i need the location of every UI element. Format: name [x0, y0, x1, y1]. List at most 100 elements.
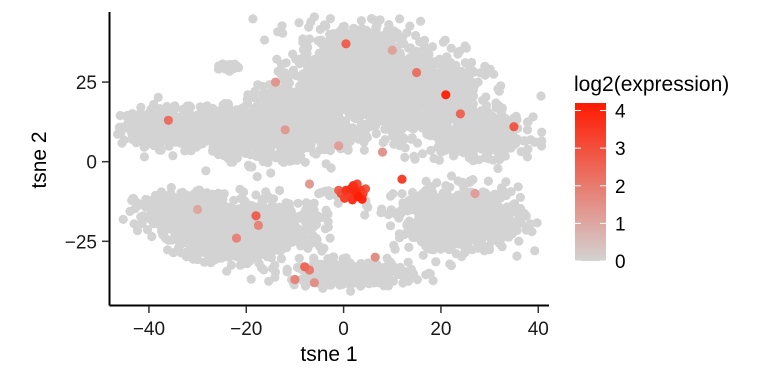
- cell-point: [236, 131, 246, 142]
- cell-point: [247, 230, 257, 240]
- cell-point: [171, 128, 181, 138]
- cell-point: [425, 131, 436, 141]
- cell-point: [445, 76, 455, 86]
- cell-point: [297, 210, 307, 220]
- cell-point: [114, 122, 124, 132]
- cell-point: [277, 59, 287, 70]
- cell-point: [530, 246, 540, 256]
- cell-point: [248, 14, 258, 24]
- cell-point: [366, 60, 376, 70]
- cell-point: [348, 123, 358, 133]
- cell-point: [200, 211, 210, 221]
- cell-point: [484, 154, 494, 164]
- cell-point: [294, 253, 304, 263]
- cell-point: [259, 35, 270, 45]
- cell-point: [478, 95, 488, 105]
- cell-point: [368, 112, 378, 122]
- scatter-points: [113, 12, 547, 296]
- cell-point: [205, 111, 215, 121]
- cell-point: [431, 257, 441, 267]
- cell-point: [308, 206, 318, 216]
- cell-point: [193, 254, 203, 265]
- cell-point: [280, 210, 290, 220]
- cell-point: [123, 110, 133, 120]
- cell-point: [214, 137, 224, 147]
- cell-point: [229, 244, 240, 254]
- cell-point: [135, 126, 146, 136]
- cell-point: [471, 138, 481, 148]
- cell-point: [282, 149, 292, 159]
- cell-point: [462, 83, 472, 93]
- cell-point: [136, 102, 146, 112]
- cell-point: [174, 243, 184, 253]
- cell-point: [249, 91, 259, 101]
- cell-point: [279, 224, 289, 234]
- cell-point: [426, 65, 436, 75]
- cell-point: [265, 232, 275, 242]
- cell-point: [461, 43, 471, 53]
- cell-point: [522, 125, 533, 135]
- cell-point: [511, 138, 521, 149]
- cell-point: [302, 41, 312, 51]
- cell-point: [212, 148, 222, 158]
- cell-point: [278, 72, 288, 82]
- cell-point: [349, 23, 359, 33]
- cell-point: [362, 26, 372, 37]
- cell-point: [167, 211, 177, 221]
- cell-point: [480, 70, 490, 80]
- cell-point: [373, 53, 383, 63]
- cell-point: [225, 215, 235, 225]
- cell-point: [129, 219, 139, 229]
- cell-point: [323, 89, 333, 99]
- cell-point: [157, 114, 167, 125]
- cell-point: [307, 59, 317, 69]
- cell-point: [195, 102, 205, 112]
- cell-point: [251, 238, 261, 248]
- cell-point: [356, 119, 366, 129]
- cell-point: [343, 144, 353, 154]
- cell-point: [446, 171, 457, 181]
- cell-point: [237, 222, 247, 233]
- cell-point: [320, 53, 330, 64]
- cell-point: [382, 108, 393, 118]
- cell-point: [321, 159, 331, 169]
- cell-point: [279, 239, 289, 249]
- cell-point: [484, 131, 494, 141]
- cell-point: [179, 113, 189, 123]
- cell-point: [432, 92, 442, 102]
- cell-point: [266, 168, 276, 178]
- cell-point: [357, 37, 367, 47]
- cell-point: [509, 113, 519, 123]
- cell-point: [239, 141, 249, 151]
- cell-point: [419, 42, 430, 52]
- cell-point: [226, 260, 236, 270]
- cell-point: [243, 115, 253, 125]
- cell-point: [333, 116, 343, 126]
- cell-point: [316, 38, 326, 48]
- cell-point: [409, 151, 419, 161]
- cell-point: [467, 57, 477, 68]
- cell-point: [515, 192, 526, 202]
- cell-point: [523, 144, 533, 154]
- cell-point: [364, 67, 375, 77]
- cell-point: [512, 251, 522, 261]
- cell-point: [386, 191, 396, 201]
- cell-point: [275, 185, 285, 196]
- cell-point: [302, 198, 312, 208]
- cell-point: [392, 83, 402, 93]
- cell-point: [385, 221, 396, 231]
- cell-point: [399, 133, 409, 143]
- cell-point: [193, 118, 203, 128]
- cell-point: [380, 135, 390, 145]
- cell-point: [307, 238, 317, 248]
- cell-point: [278, 28, 288, 38]
- cell-point: [160, 123, 170, 133]
- cell-point: [318, 117, 328, 128]
- cell-point: [206, 254, 216, 264]
- cell-point: [321, 21, 331, 31]
- cell-point: [383, 59, 393, 69]
- cell-point: [192, 220, 202, 230]
- cell-point: [406, 134, 416, 144]
- cell-point: [263, 210, 273, 220]
- cell-point: [230, 204, 240, 214]
